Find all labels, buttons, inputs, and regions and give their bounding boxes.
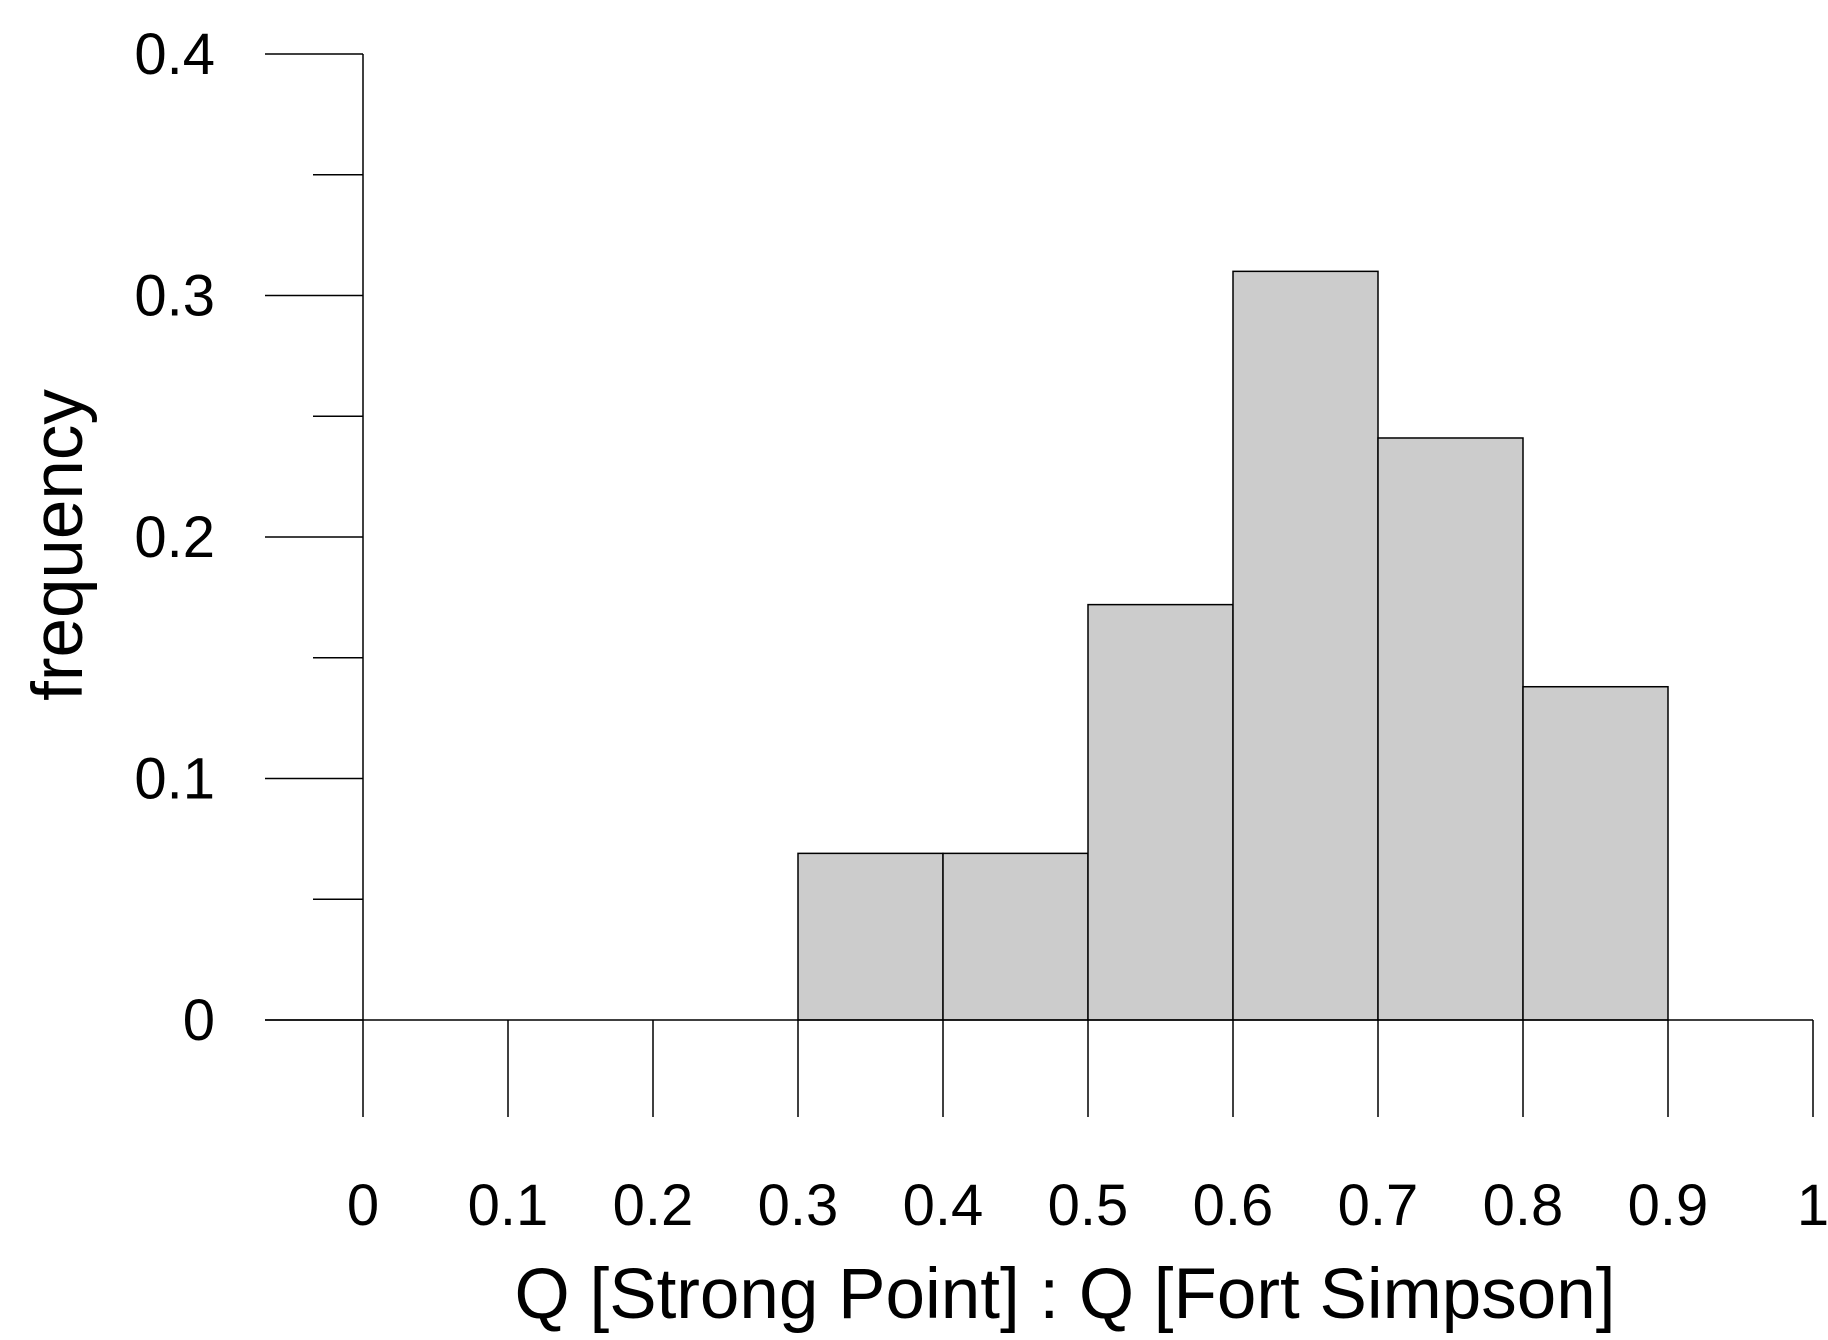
x-tick-label: 0.7: [1338, 1173, 1419, 1238]
x-tick-label: 0.4: [903, 1173, 984, 1238]
x-tick-label: 0.5: [1048, 1173, 1129, 1238]
x-tick-label: 0.9: [1628, 1173, 1709, 1238]
histogram-bar: [1232, 270, 1379, 1021]
y-tick-label: 0.4: [134, 22, 215, 87]
histogram-bar: [1377, 437, 1524, 1021]
x-tick-label: 0: [347, 1173, 379, 1238]
x-tick-label: 0.1: [468, 1173, 549, 1238]
x-tick-label: 0.8: [1483, 1173, 1564, 1238]
histogram-bar: [797, 852, 944, 1021]
y-tick-label: 0.3: [134, 264, 215, 329]
y-tick-label: 0.2: [134, 505, 215, 570]
histogram-bar: [1087, 603, 1234, 1021]
x-tick-label: 0.6: [1193, 1173, 1274, 1238]
y-axis-label: frequency: [19, 389, 98, 701]
x-tick-label: 0.3: [758, 1173, 839, 1238]
x-tick-label: 0.2: [613, 1173, 694, 1238]
y-tick-label: 0: [183, 988, 215, 1053]
axes: [265, 53, 1814, 1117]
x-axis-label: Q [Strong Point] : Q [Fort Simpson]: [515, 1255, 1616, 1334]
histogram-bars: [797, 270, 1669, 1021]
x-tick-label: 1: [1797, 1173, 1828, 1238]
histogram-bar: [1522, 685, 1669, 1021]
histogram-bar: [942, 852, 1089, 1021]
tick-labels: 0 0.1 0.2 0.3 0.4 0 0.1 0.2 0.3 0.4 0.5 0.6 0.7 0.8 0.…: [134, 22, 1828, 1238]
y-tick-label: 0.1: [134, 747, 215, 812]
